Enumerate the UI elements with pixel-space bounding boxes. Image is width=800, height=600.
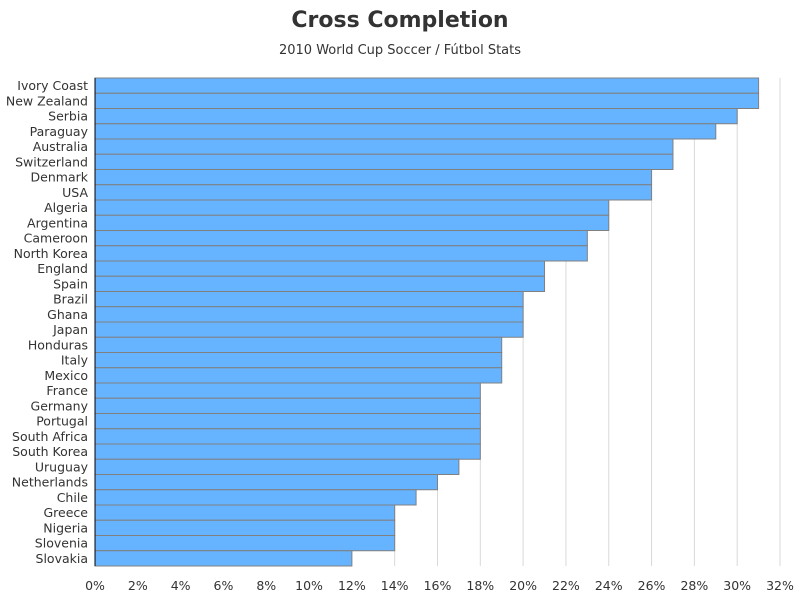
x-tick-label: 20% (509, 578, 537, 593)
bar (94, 367, 503, 384)
bar (94, 138, 674, 155)
bar (94, 214, 610, 231)
category-label: Mexico (44, 368, 88, 383)
bar (94, 77, 760, 94)
x-tick-label: 18% (466, 578, 494, 593)
x-tick-label: 8% (256, 578, 276, 593)
category-label: Germany (31, 398, 89, 413)
category-label: Australia (33, 139, 88, 154)
bar (94, 230, 588, 247)
category-label: Nigeria (43, 520, 88, 535)
chart-subtitle: 2010 World Cup Soccer / Fútbol Stats (278, 43, 522, 58)
bar (94, 489, 417, 506)
category-label: France (46, 383, 88, 398)
bar (94, 291, 524, 308)
x-tick-label: 4% (171, 578, 191, 593)
bar (94, 413, 481, 430)
x-tick-label: 0% (85, 578, 105, 593)
bar (94, 92, 760, 109)
bar (94, 199, 610, 216)
x-tick-label: 10% (295, 578, 323, 593)
category-label: Paraguay (30, 124, 89, 139)
bar (94, 123, 717, 140)
x-tick-label: 28% (680, 578, 708, 593)
bar (94, 275, 546, 292)
bar (94, 550, 353, 567)
category-label: South Africa (12, 429, 88, 444)
bar (94, 184, 653, 201)
x-tick-label: 2% (128, 578, 148, 593)
category-label: Switzerland (15, 154, 88, 169)
category-label: North Korea (14, 246, 88, 261)
bar (94, 108, 738, 125)
x-tick-label: 26% (638, 578, 666, 593)
x-tick-label: 16% (424, 578, 452, 593)
category-label: Serbia (48, 109, 88, 124)
category-label: Cameroon (24, 231, 88, 246)
category-label: Uruguay (35, 459, 89, 474)
x-tick-label: 22% (552, 578, 580, 593)
category-label: Japan (52, 322, 88, 337)
category-label: Chile (57, 490, 89, 505)
bar (94, 428, 481, 445)
bar (94, 519, 396, 536)
category-label: Spain (53, 276, 88, 291)
chart-title: Cross Completion (291, 8, 509, 33)
category-label: Brazil (53, 292, 88, 307)
x-tick-label: 32% (766, 578, 794, 593)
category-label: USA (62, 185, 88, 200)
bars (94, 77, 760, 567)
bar (94, 306, 524, 323)
category-label: Slovakia (36, 551, 88, 566)
x-axis-ticks: 0% 2% 4% 6% 8% 10% 12% 14% 16% 18% 20% 22% 24% 26% 28%… (85, 578, 794, 593)
bar (94, 352, 503, 369)
x-tick-label: 12% (338, 578, 366, 593)
x-tick-label: 24% (595, 578, 623, 593)
bar (94, 474, 438, 491)
category-label: Ivory Coast (17, 78, 88, 93)
category-label: Netherlands (12, 475, 88, 490)
category-label: New Zealand (6, 93, 88, 108)
category-label: Ghana (47, 307, 88, 322)
category-label: Honduras (28, 337, 88, 352)
bar (94, 169, 653, 186)
bar (94, 382, 481, 399)
x-tick-label: 14% (381, 578, 409, 593)
bar (94, 153, 674, 170)
category-label: Argentina (27, 215, 88, 230)
bar (94, 260, 546, 277)
bar (94, 443, 481, 460)
bar (94, 321, 524, 338)
category-label: England (37, 261, 88, 276)
bar (94, 535, 396, 552)
category-label: Slovenia (35, 536, 88, 551)
category-label: Denmark (31, 170, 89, 185)
category-label: South Korea (12, 444, 88, 459)
category-label: Italy (61, 353, 89, 368)
category-label: Algeria (44, 200, 88, 215)
category-label: Portugal (36, 414, 88, 429)
x-tick-label: 30% (723, 578, 751, 593)
bar (94, 504, 396, 521)
category-label: Greece (44, 505, 89, 520)
x-tick-label: 6% (214, 578, 234, 593)
bar (94, 245, 588, 262)
bar (94, 458, 460, 475)
bar (94, 397, 481, 414)
bar (94, 336, 503, 353)
